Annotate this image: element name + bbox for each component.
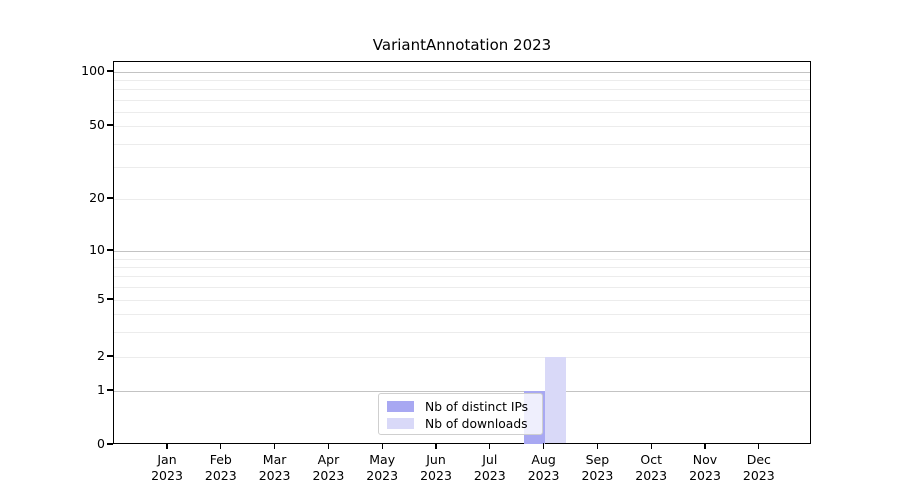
x-tick-label-oct: Oct 2023 bbox=[635, 452, 668, 483]
gridline-2 bbox=[114, 356, 810, 358]
gridline-9 bbox=[114, 258, 810, 260]
x-tick-label-mar: Mar 2023 bbox=[258, 452, 291, 483]
y-tick-label-0: 0 bbox=[97, 436, 105, 451]
gridline-8 bbox=[114, 266, 810, 268]
legend: Nb of distinct IPs Nb of downloads bbox=[378, 393, 543, 435]
x-tick-mark-dec bbox=[758, 443, 760, 449]
x-tick-mark-jan bbox=[166, 443, 168, 449]
gridline-70 bbox=[114, 99, 810, 101]
x-tick-label-jun: Jun 2023 bbox=[420, 452, 452, 483]
y-tick-mark-2 bbox=[107, 355, 113, 357]
gridline-100 bbox=[114, 72, 810, 74]
y-tick-label-100: 100 bbox=[81, 63, 105, 78]
x-tick-label-nov: Nov 2023 bbox=[689, 452, 721, 483]
x-tick-label-may: May 2023 bbox=[366, 452, 399, 483]
legend-entry: Nb of distinct IPs bbox=[387, 398, 542, 415]
gridline-60 bbox=[114, 111, 810, 113]
x-tick-mark-jun bbox=[435, 443, 437, 449]
gridline-30 bbox=[114, 166, 810, 168]
y-tick-mark-5 bbox=[107, 298, 113, 300]
x-tick-label-apr: Apr 2023 bbox=[312, 452, 345, 483]
x-tick-label-dec: Dec 2023 bbox=[742, 452, 775, 483]
gridline-3 bbox=[114, 331, 810, 333]
gridline-7 bbox=[114, 276, 810, 278]
y-tick-label-5: 5 bbox=[97, 291, 105, 306]
x-tick-mark-sep bbox=[596, 443, 599, 449]
legend-label: Nb of downloads bbox=[425, 416, 528, 431]
y-tick-label-50: 50 bbox=[89, 117, 105, 132]
y-tick-mark-20 bbox=[107, 197, 113, 199]
y-tick-mark-100 bbox=[107, 70, 113, 72]
plot-area bbox=[113, 61, 811, 444]
y-tick-mark-1 bbox=[107, 389, 113, 391]
x-tick-mark-mar bbox=[273, 443, 276, 449]
y-tick-label-20: 20 bbox=[89, 190, 105, 205]
chart-title: VariantAnnotation 2023 bbox=[372, 36, 552, 54]
gridline-10 bbox=[114, 251, 810, 253]
gridline-5 bbox=[114, 300, 810, 301]
y-tick-label-1: 1 bbox=[97, 382, 105, 397]
x-tick-mark-nov bbox=[704, 443, 706, 449]
x-tick-label-jan: Jan 2023 bbox=[151, 452, 183, 483]
gridline-4 bbox=[114, 313, 810, 315]
x-tick-label-feb: Feb 2023 bbox=[204, 452, 237, 483]
x-tick-label-aug: Aug 2023 bbox=[527, 452, 560, 483]
y-tick-label-2: 2 bbox=[97, 347, 105, 363]
x-tick-mark-jul bbox=[489, 443, 491, 449]
legend-swatch bbox=[387, 401, 414, 412]
y-tick-mark-50 bbox=[107, 124, 113, 126]
x-tick-mark-aug bbox=[542, 443, 545, 449]
gridline-80 bbox=[114, 89, 810, 91]
x-tick-mark-oct bbox=[650, 443, 652, 449]
legend-label: Nb of distinct IPs bbox=[425, 399, 529, 414]
x-tick-mark-may bbox=[381, 443, 383, 449]
gridline-40 bbox=[114, 143, 810, 145]
gridline-20 bbox=[114, 199, 810, 200]
y-tick-mark-0 bbox=[107, 443, 113, 445]
bar-aug-2023-downloads bbox=[544, 356, 566, 444]
y-tick-label-10: 10 bbox=[89, 242, 105, 257]
x-tick-label-jul: Jul 2023 bbox=[473, 452, 506, 483]
x-tick-mark-apr bbox=[327, 443, 330, 449]
legend-swatch bbox=[387, 418, 414, 429]
x-tick-label-sep: Sep 2023 bbox=[581, 452, 614, 483]
gridline-1 bbox=[114, 391, 810, 393]
legend-entry: Nb of downloads bbox=[387, 415, 542, 432]
gridline-90 bbox=[114, 80, 810, 82]
gridline-6 bbox=[114, 287, 810, 289]
y-tick-mark-10 bbox=[107, 249, 113, 251]
x-tick-mark-feb bbox=[220, 443, 222, 449]
gridline-50 bbox=[114, 126, 810, 127]
